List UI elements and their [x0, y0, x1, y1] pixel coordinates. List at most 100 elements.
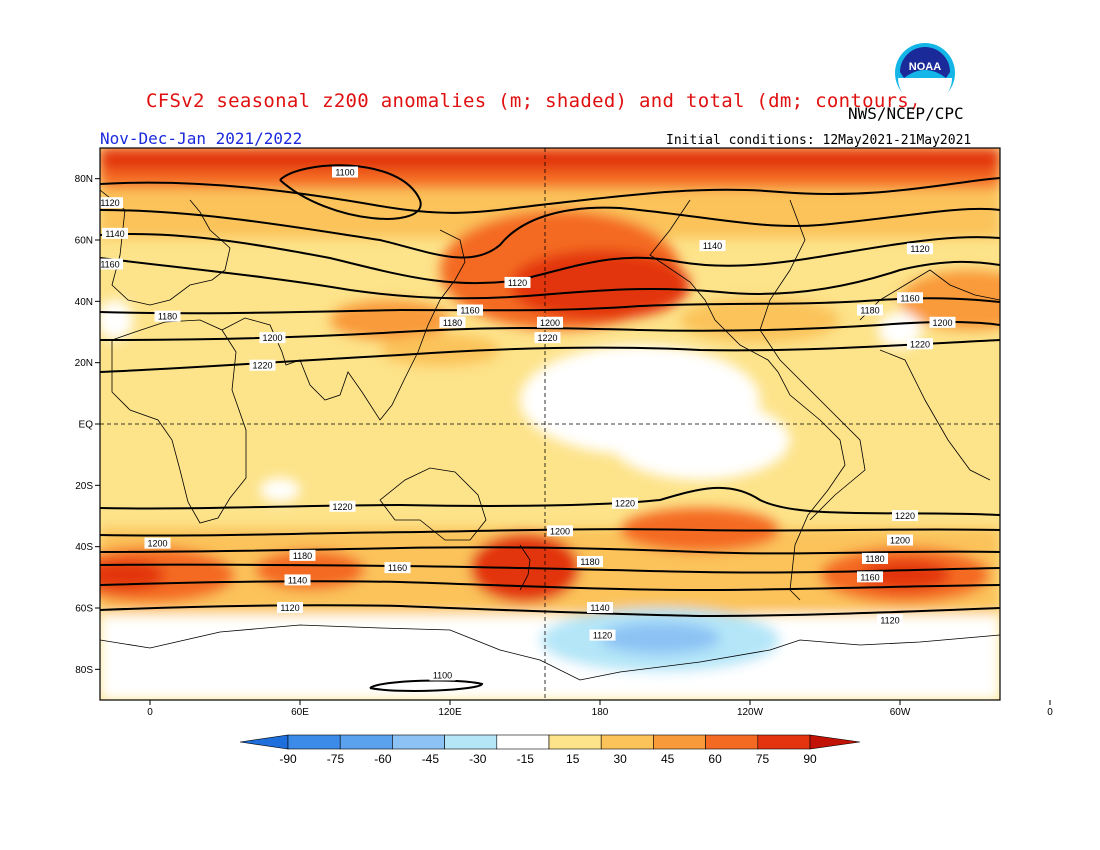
svg-text:1180: 1180	[293, 551, 312, 561]
lat-tick-label: 80S	[75, 665, 93, 676]
contour-label: 1220	[612, 497, 638, 509]
contour-label: 1220	[907, 338, 933, 350]
svg-text:1120: 1120	[100, 198, 119, 208]
lat-tick-label: 60N	[75, 236, 93, 247]
latitude-axis: 80N 60N 40N 20N EQ 20S 40S 60S 80S	[75, 174, 100, 676]
lat-tick-label: 40N	[75, 297, 93, 308]
svg-text:1200: 1200	[932, 318, 952, 328]
svg-text:1120: 1120	[508, 278, 527, 288]
contour-label: 1140	[284, 574, 311, 586]
shading-npacific-75	[510, 250, 690, 320]
legend-low-arrow	[239, 734, 289, 750]
svg-text:1160: 1160	[900, 293, 919, 303]
svg-text:1180: 1180	[860, 306, 879, 316]
svg-text:1100: 1100	[335, 168, 354, 178]
lat-tick-label: 80N	[75, 174, 93, 185]
contour-1160-south	[100, 563, 1000, 574]
legend-swatch	[339, 734, 393, 750]
logo-wave	[898, 78, 952, 104]
svg-text:1180: 1180	[443, 318, 462, 328]
shading-polar-75	[100, 148, 1000, 170]
lon-tick-label: 0	[147, 707, 153, 718]
contour-1120-north	[100, 177, 1000, 214]
contour-label: 1160	[897, 292, 923, 304]
svg-text:1220: 1220	[332, 502, 352, 512]
coast-americas-east	[759, 199, 866, 521]
svg-text:1180: 1180	[158, 312, 177, 322]
contour-1100-south	[369, 679, 484, 692]
svg-text:1140: 1140	[590, 603, 609, 613]
svg-text:1220: 1220	[615, 499, 635, 509]
legend-high-arrow	[809, 734, 861, 750]
contour-label: 1200	[887, 534, 913, 546]
contour-label: 1100	[332, 166, 358, 178]
contour-label: 1200	[537, 316, 563, 328]
svg-text:1200: 1200	[890, 536, 910, 546]
lat-tick-label: 40S	[75, 542, 93, 553]
contour-1160	[100, 233, 1000, 285]
shading-indian-ocean-neutral	[260, 478, 300, 502]
lat-tick-label: 20N	[75, 358, 93, 369]
agency-label: NWS/NCEP/CPC	[848, 104, 964, 123]
svg-text:1220: 1220	[252, 361, 272, 371]
svg-text:1120: 1120	[280, 603, 299, 613]
legend-swatch	[600, 734, 654, 750]
svg-text:1160: 1160	[100, 260, 119, 270]
contour-label: 1180	[439, 316, 466, 328]
contour-label: 1200	[259, 332, 286, 344]
color-legend: -90 -75 -60 -45 -30 -15 15 30 45 60 75 90	[239, 734, 861, 766]
shading-south-atlantic-75	[100, 560, 165, 590]
legend-swatch	[653, 734, 706, 750]
svg-text:1160: 1160	[460, 306, 479, 316]
contour-label: 1180	[289, 549, 316, 561]
legend-label: -15	[517, 752, 535, 766]
contour-label: 1200	[144, 537, 171, 549]
contour-label: 1220	[329, 500, 356, 512]
svg-text:1100: 1100	[433, 670, 452, 680]
shading-europe-45	[900, 270, 1000, 330]
lat-tick-label: EQ	[79, 420, 94, 431]
lat-tick-label: 20S	[75, 481, 93, 492]
contour-label: 1120	[877, 614, 903, 626]
legend-label: -30	[469, 752, 487, 766]
contour-1200	[100, 297, 1000, 315]
svg-text:1160: 1160	[860, 572, 879, 582]
shading-westedge-neutral	[100, 300, 133, 340]
svg-text:1200: 1200	[262, 333, 282, 343]
contour-1180-south	[100, 546, 1000, 555]
contour-label: 1120	[504, 276, 531, 288]
coast-australia	[379, 467, 487, 541]
legend-swatch	[496, 734, 550, 750]
legend-swatch	[444, 734, 498, 750]
lat-tick-label: 60S	[75, 604, 93, 615]
contour-label: 1220	[534, 332, 561, 344]
legend-label: 60	[708, 752, 722, 766]
contour-label: 1180	[857, 304, 883, 316]
coast-africa	[111, 319, 247, 524]
contour-label: 1160	[97, 258, 123, 270]
svg-text:1140: 1140	[288, 575, 307, 585]
shading-south-indian-60	[255, 550, 365, 590]
contour-label: 1120	[277, 602, 303, 613]
legend-swatch	[392, 734, 445, 750]
legend-label: -90	[279, 752, 297, 766]
contour-1180	[100, 257, 1000, 300]
contour-labels: 1100 1100 1120 1140 1160 1180 1200 1220 1120 1160…	[97, 166, 956, 681]
coastlines	[100, 189, 1000, 681]
contour-label: 1180	[154, 310, 181, 322]
legend-swatch	[757, 734, 811, 750]
contour-1140	[100, 206, 1000, 259]
shading-tropical-pacific-neutral-2	[610, 400, 790, 480]
logo-bird	[900, 47, 950, 78]
contour-label: 1200	[547, 525, 573, 537]
legend-label: -75	[327, 752, 345, 766]
logo-text: NOAA	[909, 61, 941, 73]
contour-label: 1140	[587, 602, 613, 613]
shading-southeast-75	[860, 560, 950, 590]
contour-label: 1120	[97, 197, 123, 209]
season-label: Nov-Dec-Jan 2021/2022	[100, 129, 303, 148]
legend-label: 45	[661, 752, 675, 766]
svg-text:1180: 1180	[865, 554, 884, 564]
legend-label: 75	[756, 752, 770, 766]
